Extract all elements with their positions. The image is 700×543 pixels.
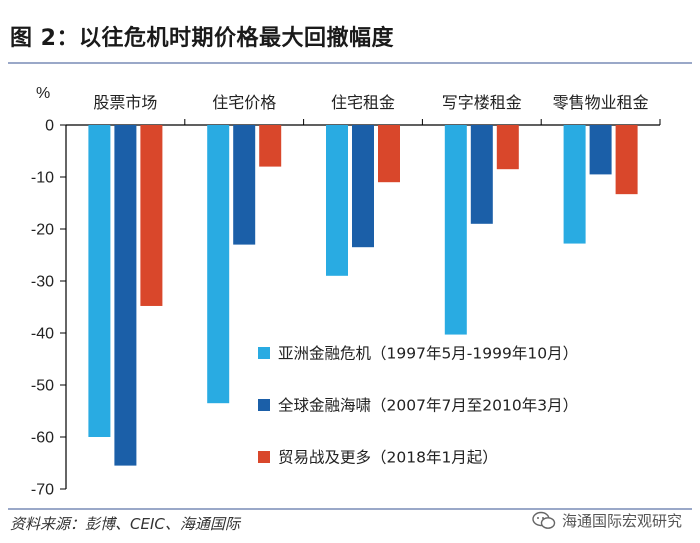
chart-title: 图 2：以往危机时期价格最大回撤幅度 bbox=[10, 26, 394, 51]
y-tick-label: -20 bbox=[31, 222, 54, 239]
x-category-label: 股票市场 bbox=[93, 93, 157, 112]
bar bbox=[233, 125, 256, 245]
bar bbox=[140, 125, 163, 306]
footer-divider bbox=[8, 508, 692, 510]
bar bbox=[589, 125, 612, 175]
legend-swatch bbox=[258, 399, 270, 411]
y-tick-label: 0 bbox=[45, 118, 54, 135]
legend-label: 亚洲金融危机（1997年5月-1999年10月） bbox=[278, 345, 578, 363]
y-unit-label: % bbox=[36, 85, 50, 102]
bar bbox=[470, 125, 493, 224]
bar bbox=[207, 125, 230, 404]
y-tick-label: -30 bbox=[31, 274, 54, 291]
y-tick-label: -50 bbox=[31, 378, 54, 395]
bar bbox=[88, 125, 111, 437]
legend-label: 贸易战及更多（2018年1月起） bbox=[278, 449, 498, 467]
legend-label: 全球金融海啸（2007年7月至2010年3月） bbox=[278, 397, 578, 415]
y-tick-label: -10 bbox=[31, 170, 54, 187]
y-tick-label: -70 bbox=[31, 482, 54, 499]
bar bbox=[259, 125, 282, 167]
x-category-label: 零售物业租金 bbox=[553, 93, 649, 112]
watermark: 海通国际宏观研究 bbox=[532, 510, 682, 531]
watermark-text: 海通国际宏观研究 bbox=[561, 512, 682, 530]
bar bbox=[378, 125, 400, 183]
y-tick-label: -40 bbox=[31, 326, 54, 343]
bar bbox=[444, 125, 467, 335]
bar bbox=[563, 125, 586, 244]
y-tick-label: -60 bbox=[31, 430, 54, 447]
legend-swatch bbox=[258, 451, 270, 463]
bar bbox=[326, 125, 348, 276]
source-note: 资料来源：彭博、CEIC、海通国际 bbox=[10, 515, 240, 533]
title-divider bbox=[8, 62, 692, 64]
bar-chart: % 0 -10 -20 -30 -40 -50 -60 -70 股票市场 住宅价格 住宅租金 写字楼租金… bbox=[31, 85, 661, 499]
x-category-label: 写字楼租金 bbox=[442, 93, 522, 112]
bar bbox=[352, 125, 374, 248]
legend-swatch bbox=[258, 347, 270, 359]
bar bbox=[615, 125, 638, 195]
bar bbox=[114, 125, 137, 466]
x-category-label: 住宅价格 bbox=[212, 93, 276, 112]
wechat-icon bbox=[532, 511, 556, 529]
bar bbox=[496, 125, 519, 170]
x-category-label: 住宅租金 bbox=[331, 93, 395, 112]
title-bar: 图 2：以往危机时期价格最大回撤幅度 bbox=[0, 0, 700, 60]
